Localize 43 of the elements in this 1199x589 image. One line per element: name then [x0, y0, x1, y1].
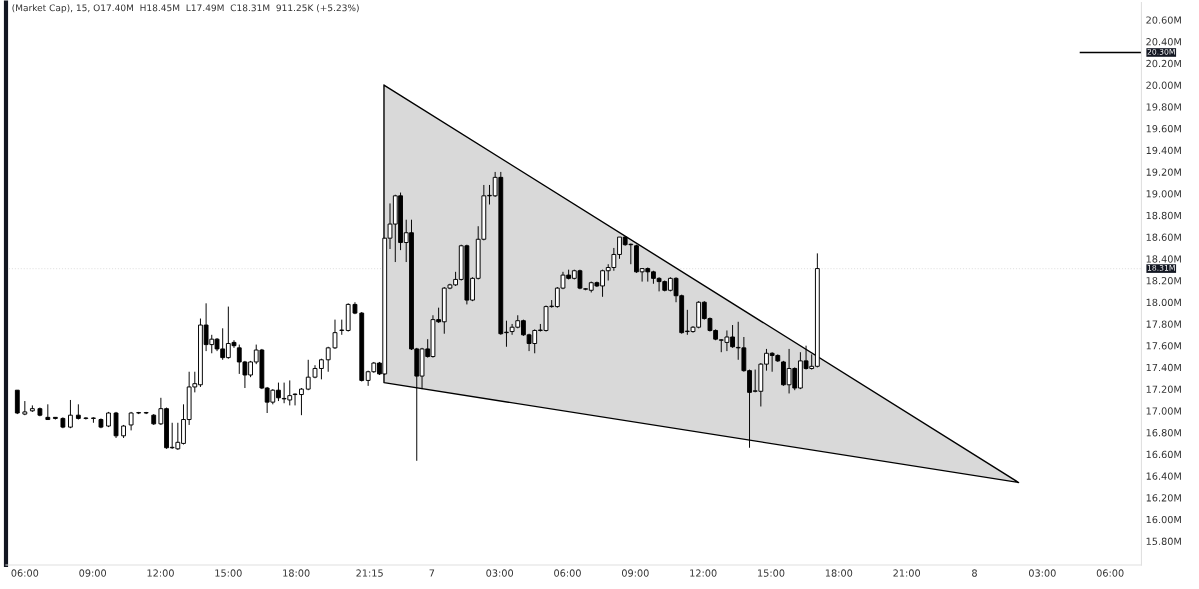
y-tick-label: 18.40M [1146, 255, 1181, 263]
y-tick-label: 18.20M [1146, 277, 1181, 285]
y-tick-label: 15.80M [1146, 537, 1181, 545]
y-tick-label: 19.00M [1146, 190, 1181, 198]
y-tick-label: 19.40M [1146, 146, 1181, 155]
x-tick-label: 12:00 [690, 569, 717, 577]
y-tick-label: 20.00M [1146, 81, 1181, 89]
y-tick-label: 17.00M [1146, 407, 1181, 415]
x-tick-label: 15:00 [215, 569, 242, 577]
y-tick-label: 19.80M [1146, 103, 1181, 111]
y-tick-label: 17.80M [1146, 320, 1181, 328]
y-tick-label: 19.20M [1146, 168, 1181, 176]
x-tick-label: 15:00 [758, 569, 785, 577]
x-tick-label: 09:00 [79, 569, 107, 577]
y-tick-label: 17.40M [1146, 363, 1181, 372]
x-tick-label: 03:00 [1028, 569, 1056, 577]
x-tick-label: 06:00 [11, 569, 39, 577]
y-tick-label: 16.40M [1146, 472, 1181, 480]
x-tick-label: 06:00 [1096, 569, 1124, 577]
x-tick-label: 21:00 [893, 569, 921, 577]
y-tick-label: 16.60M [1146, 450, 1181, 459]
x-tick-label: 06:00 [554, 569, 581, 577]
y-tick-label: 18.00M [1146, 298, 1181, 307]
y-tick-label: 16.80M [1146, 429, 1181, 437]
y-tick-label: 20.60M [1146, 16, 1181, 24]
y-tick-label: 18.80M [1146, 211, 1181, 220]
y-tick-label: 18.60M [1146, 233, 1181, 241]
x-tick-label: 03:00 [486, 569, 514, 577]
y-tick-label: 16.00M [1146, 515, 1181, 524]
y-tick-label: 17.20M [1146, 385, 1181, 393]
chart-title: (Market Cap), 15, O17.40M H18.45M L17.49M C18.31M 911.25K (+5.23%) [12, 4, 359, 13]
x-tick-label: 7 [429, 569, 435, 577]
y-tick-label: 20.40M [1146, 38, 1181, 46]
x-tick-label: 21:15 [356, 569, 383, 577]
y-tick-label: 20.20M [1146, 59, 1181, 68]
y-tick-label: 19.60M [1146, 124, 1181, 133]
x-tick-label: 12:00 [147, 569, 174, 577]
x-tick-label: 8 [972, 569, 977, 577]
y-tick-label: 16.20M [1146, 494, 1181, 502]
x-tick-label: 09:00 [621, 569, 649, 577]
x-tick-label: 18:00 [825, 569, 853, 577]
x-tick-label: 18:00 [283, 569, 310, 577]
y-tick-label: 17.60M [1146, 342, 1181, 350]
